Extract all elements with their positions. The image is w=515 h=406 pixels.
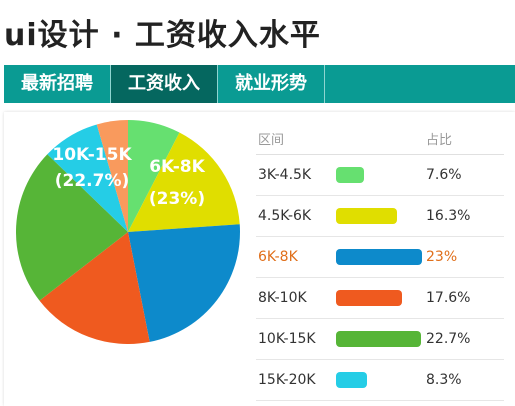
pie-slice [128,132,240,232]
table-row: 15K-20K 8.3% [256,360,504,401]
row-range: 4.5K-6K [258,208,312,224]
row-percent: 23% [426,249,458,265]
row-bar [336,331,421,347]
table-header: 区间 占比 [256,120,504,155]
row-range: 10K-15K [258,331,316,347]
salary-table: 区间 占比 3K-4.5K 7.6% 4.5K-6K 16.3% 6K-8K 23% 8K-… [256,120,504,401]
table-row: 6K-8K 23% [256,237,504,278]
row-percent: 8.3% [426,372,462,388]
pie-slice [128,224,240,342]
pie-slice [128,120,180,232]
header-percent: 占比 [426,133,453,148]
header-range: 区间 [258,133,285,148]
row-percent: 22.7% [426,331,471,347]
row-percent: 17.6% [426,290,471,306]
pie-slice [16,154,128,301]
table-row: 8K-10K 17.6% [256,278,504,319]
row-percent: 7.6% [426,167,462,183]
row-bar [336,290,402,306]
row-range: 8K-10K [258,290,307,306]
row-range: 15K-20K [258,372,316,388]
row-bar [336,208,397,224]
tab-salary-income[interactable]: 工资收入 [111,65,218,103]
pie-slice [96,120,128,232]
table-row: 10K-15K 22.7% [256,319,504,360]
row-percent: 16.3% [426,208,471,224]
salary-pie-chart: 6K-8K (23%) 10K-15K (22.7%) [16,120,240,344]
tab-latest-jobs[interactable]: 最新招聘 [4,65,111,103]
row-bar [336,249,422,265]
pie-label-range: 10K-15K [52,145,132,165]
pie-slice [39,232,150,344]
table-row: 4.5K-6K 16.3% [256,196,504,237]
row-bar [336,167,364,183]
pie-label-range: 6K-8K [149,157,205,177]
table-row: 3K-4.5K 7.6% [256,155,504,196]
tab-employment[interactable]: 就业形势 [218,65,325,103]
tab-bar: 最新招聘 工资收入 就业形势 [4,65,515,103]
pie-slice [47,124,128,232]
page-title: ui设计 · 工资收入水平 [4,18,321,53]
row-range: 3K-4.5K [258,167,312,183]
row-bar [336,372,367,388]
pie-label-percent: (23%) [149,189,205,209]
row-range: 6K-8K [258,249,298,265]
pie-label-percent: (22.7%) [55,171,130,191]
